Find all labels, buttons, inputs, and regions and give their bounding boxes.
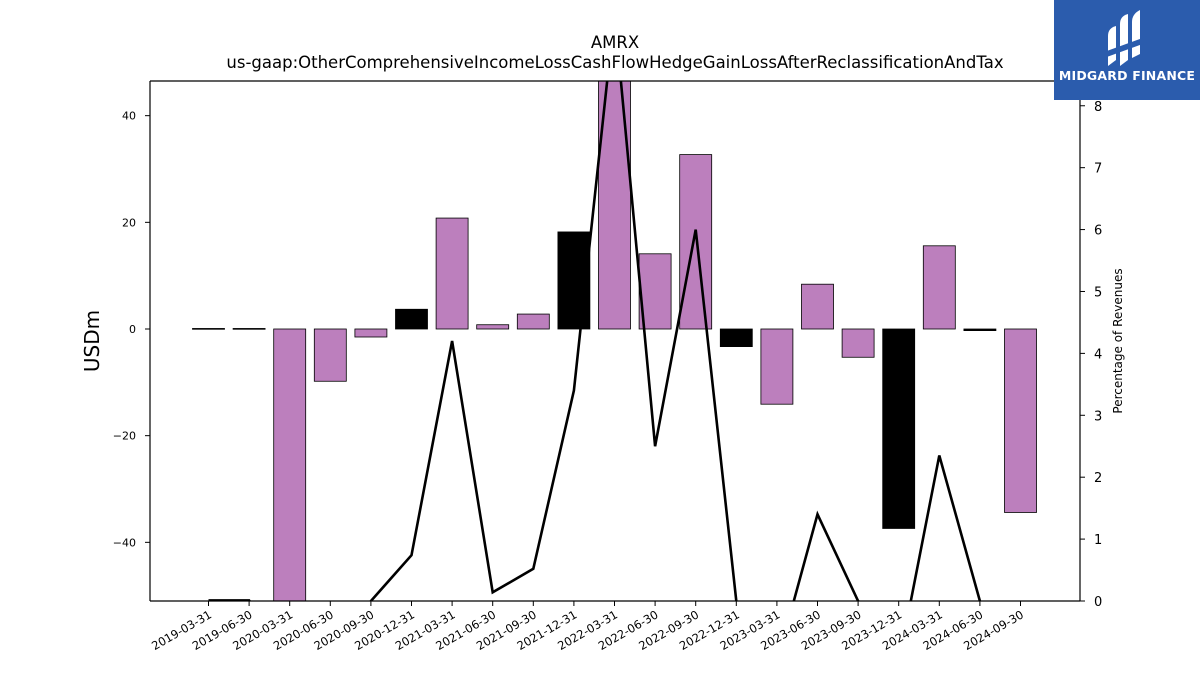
y-tick-label: −20 (113, 430, 136, 443)
bar (1004, 328, 1037, 513)
bar (882, 328, 916, 529)
y2-axis-label: Percentage of Revenues (1111, 268, 1125, 413)
y2-tick-label: 5 (1094, 285, 1102, 300)
bar (719, 328, 753, 348)
bar (192, 328, 225, 330)
y2-tick-label: 0 (1094, 595, 1102, 610)
y-tick-label: −40 (113, 536, 136, 549)
bar (313, 328, 347, 382)
bar (273, 328, 307, 601)
chart-title: AMRX (591, 33, 639, 52)
bar (435, 217, 469, 330)
bar (638, 253, 672, 330)
chart-subtitle: us-gaap:OtherComprehensiveIncomeLossCash… (226, 53, 1003, 72)
bar (679, 154, 713, 330)
y-tick-label: 0 (129, 323, 136, 336)
y2-tick-label: 2 (1094, 471, 1102, 486)
bar (395, 308, 428, 330)
bar (760, 328, 794, 405)
y2-tick-label: 7 (1094, 162, 1102, 177)
y-tick-label: 40 (122, 110, 136, 123)
bar (922, 245, 956, 330)
bar (516, 313, 550, 330)
y2-tick-label: 6 (1094, 224, 1102, 239)
bar (841, 328, 875, 358)
bar-group (192, 81, 1037, 601)
bar (232, 328, 266, 330)
y2-tick-label: 4 (1094, 347, 1102, 362)
y2-tick-label: 8 (1094, 100, 1102, 115)
y2-tick-label: 3 (1094, 409, 1102, 424)
midgard-logo-icon (1104, 10, 1148, 66)
bar (354, 328, 388, 338)
y-tick-label: 20 (122, 216, 136, 229)
logo: MIDGARD FINANCE (1054, 0, 1200, 100)
y2-tick-label: 1 (1094, 533, 1102, 548)
bar (963, 328, 997, 331)
logo-text: MIDGARD FINANCE (1058, 68, 1196, 83)
y-axis-label: USDm (80, 310, 104, 372)
bar (801, 283, 834, 330)
bar (476, 324, 510, 330)
